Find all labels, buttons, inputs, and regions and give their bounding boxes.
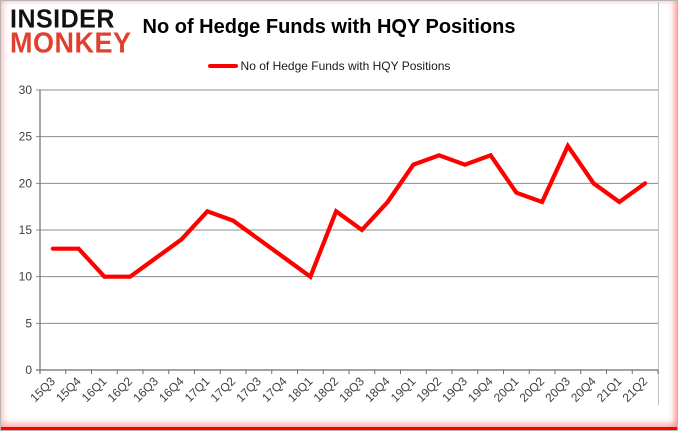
x-axis-tick-label: 19Q2 [414, 374, 445, 405]
x-axis-tick-label: 20Q2 [517, 374, 548, 405]
x-axis-tick-label: 21Q1 [594, 374, 625, 405]
x-axis-tick-label: 20Q4 [568, 374, 599, 405]
x-axis-tick-label: 18Q2 [311, 374, 342, 405]
x-axis-tick-label: 16Q3 [130, 374, 161, 405]
insider-monkey-logo: INSIDER MONKEY [10, 4, 132, 59]
legend-line-swatch [207, 64, 238, 68]
x-axis-tick-label: 16Q2 [105, 374, 136, 405]
chart-title: No of Hedge Funds with HQY Positions [142, 16, 516, 38]
y-axis-tick-label: 25 [19, 130, 33, 144]
y-axis-tick-label: 10 [19, 270, 33, 284]
x-axis-tick-label: 15Q3 [27, 374, 58, 405]
x-axis-tick-label: 21Q2 [620, 374, 651, 405]
y-axis-tick-label: 30 [19, 83, 33, 97]
x-axis-tick-label: 15Q4 [53, 374, 84, 405]
legend: No of Hedge Funds with HQY Positions [0, 59, 658, 73]
x-axis-tick-label: 16Q1 [79, 374, 110, 405]
x-axis-tick-label: 19Q1 [388, 374, 419, 405]
x-axis-tick-label: 16Q4 [156, 374, 187, 405]
y-axis-tick-label: 20 [19, 176, 33, 190]
x-axis-tick-label: 18Q4 [362, 374, 393, 405]
x-axis-tick-label: 17Q1 [182, 374, 213, 405]
x-axis-tick-label: 19Q3 [439, 374, 470, 405]
x-axis-tick-label: 18Q3 [336, 374, 367, 405]
y-axis-tick-label: 0 [25, 363, 32, 377]
data-line-hedge-funds [50, 141, 648, 280]
y-axis-tick-label: 5 [25, 316, 32, 330]
legend-label: No of Hedge Funds with HQY Positions [240, 59, 451, 73]
x-axis-tick-label: 17Q3 [233, 374, 264, 405]
y-axis-tick-label: 15 [19, 223, 33, 237]
logo-text-monkey: MONKEY [10, 27, 132, 59]
x-axis-tick-label: 19Q4 [465, 374, 496, 405]
x-axis-tick-label: 18Q1 [285, 374, 316, 405]
x-axis-tick-label: 20Q3 [542, 374, 573, 405]
x-axis-tick-label: 17Q4 [259, 374, 290, 405]
logo-text-insider: INSIDER [10, 4, 115, 34]
x-axis-tick-label: 20Q1 [491, 374, 522, 405]
x-axis-tick-label: 17Q2 [208, 374, 239, 405]
